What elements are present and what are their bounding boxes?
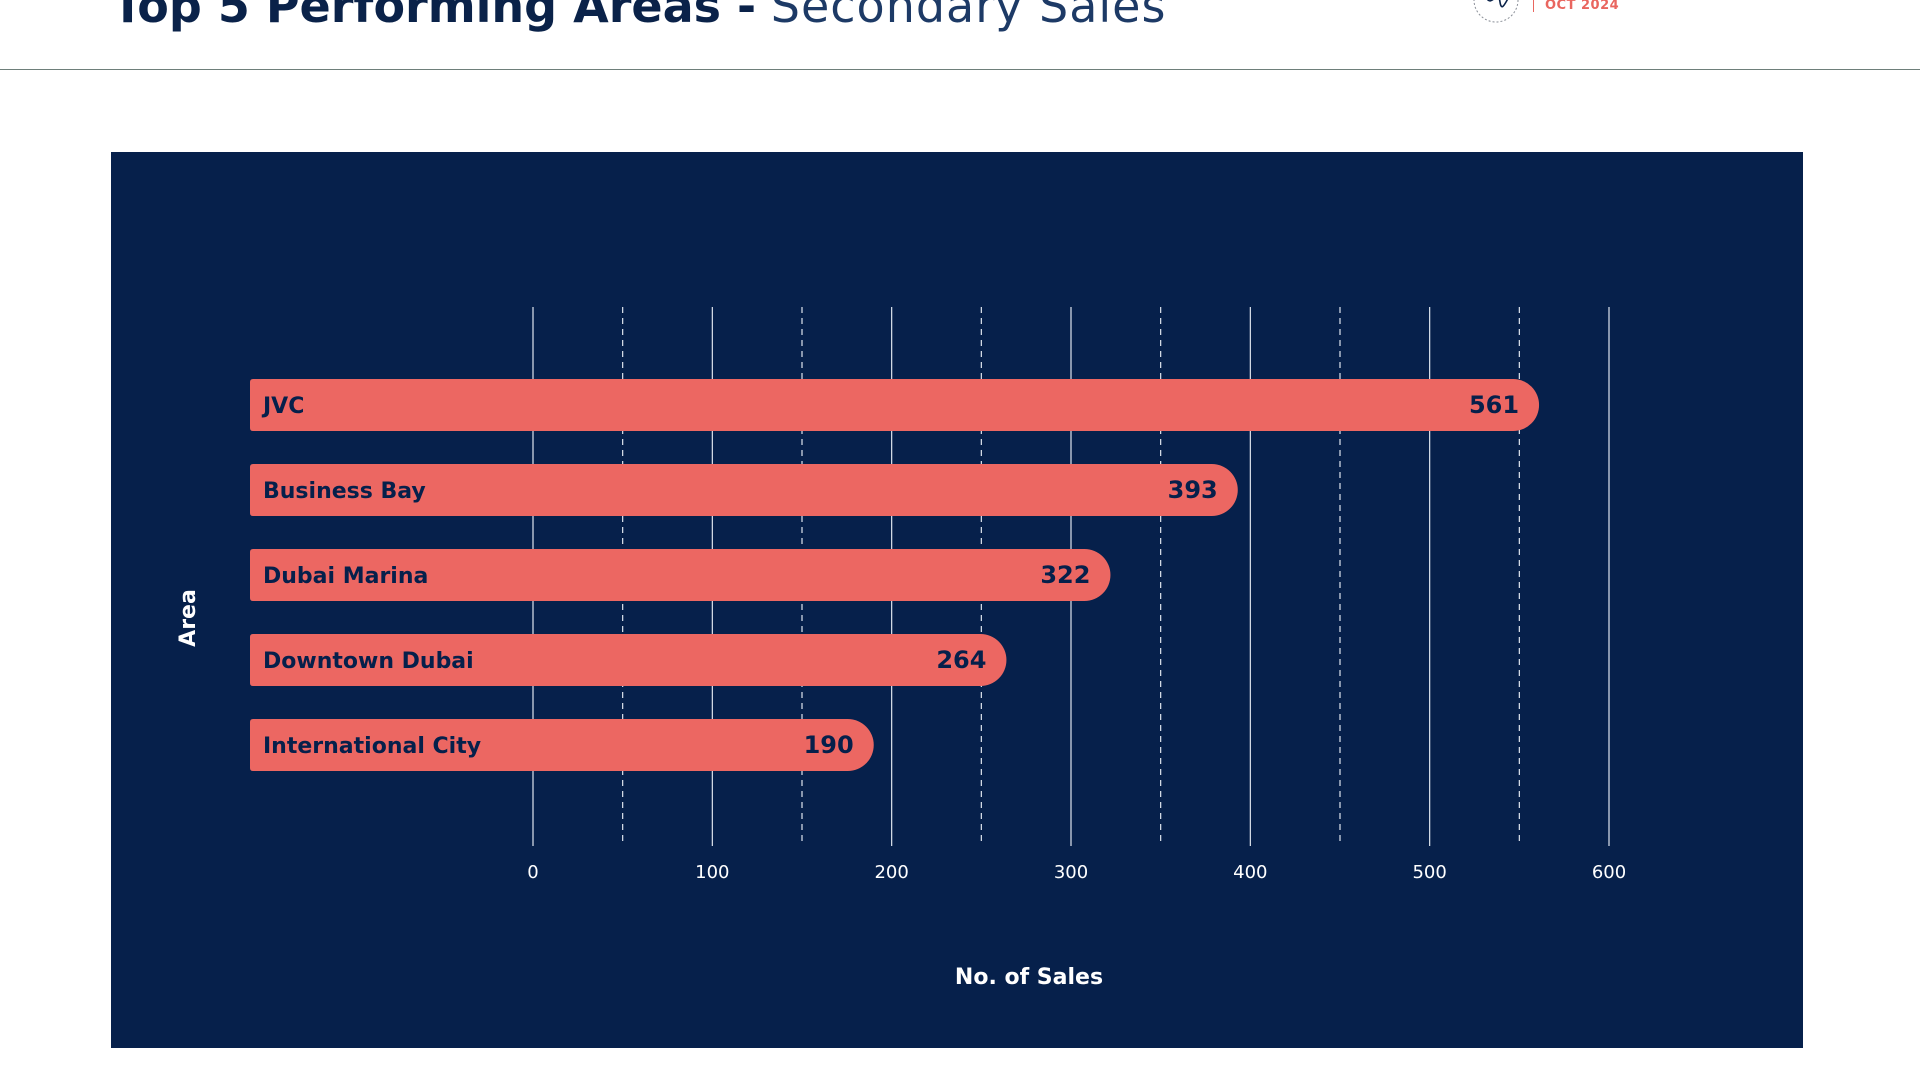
- bar: [250, 379, 1540, 431]
- report-date: OCT 2024: [1545, 0, 1620, 13]
- bar-value-label: 264: [936, 646, 986, 674]
- bar-group: International City 190: [250, 719, 874, 771]
- bar-group: JVC 561: [250, 379, 1540, 431]
- bars: JVC 561 Business Bay 393 Dubai Marina 322 Down…: [250, 379, 1540, 771]
- page-title-bold: Top 5 Performing Areas -: [112, 0, 757, 33]
- bar-group: Business Bay 393: [250, 464, 1238, 516]
- x-tick-labels: 0 100 200 300 400 500 600: [527, 862, 1626, 883]
- chart-panel: JVC 561 Business Bay 393 Dubai Marina 322 Down…: [111, 152, 1803, 1048]
- x-tick-label: 600: [1592, 862, 1626, 883]
- brand-logo-icon: [1473, 0, 1519, 23]
- bar-category-label: Business Bay: [263, 479, 426, 504]
- bar-chart: JVC 561 Business Bay 393 Dubai Marina 322 Down…: [176, 307, 1626, 990]
- bar-group: Downtown Dubai 264: [250, 634, 1007, 686]
- x-tick-label: 300: [1054, 862, 1088, 883]
- bar-category-label: Dubai Marina: [263, 564, 428, 589]
- bar-category-label: Downtown Dubai: [263, 649, 474, 674]
- x-tick-label: 100: [695, 862, 729, 883]
- bar-group: Dubai Marina 322: [250, 549, 1111, 601]
- logo-separator: [1533, 0, 1534, 12]
- bar-value-label: 190: [804, 731, 854, 759]
- y-axis-label: Area: [176, 589, 201, 647]
- bar: [250, 549, 1111, 601]
- page-title: Top 5 Performing Areas - Secondary Sales: [112, 0, 1166, 34]
- bar: [250, 634, 1007, 686]
- header-divider: [0, 69, 1920, 70]
- x-tick-label: 200: [874, 862, 908, 883]
- x-tick-label: 500: [1412, 862, 1446, 883]
- bar: [250, 719, 874, 771]
- bar-category-label: JVC: [261, 394, 304, 419]
- header: Top 5 Performing Areas - Secondary Sales…: [0, 0, 1920, 70]
- x-tick-label: 0: [527, 862, 538, 883]
- bar-value-label: 393: [1168, 476, 1218, 504]
- x-tick-label: 400: [1233, 862, 1267, 883]
- bar: [250, 464, 1238, 516]
- bar-value-label: 561: [1469, 391, 1519, 419]
- page-title-light: Secondary Sales: [770, 0, 1167, 33]
- bar-category-label: International City: [263, 734, 481, 759]
- bar-value-label: 322: [1040, 561, 1090, 589]
- x-axis-label: No. of Sales: [955, 965, 1103, 990]
